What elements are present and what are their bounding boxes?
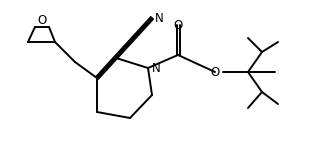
- Text: N: N: [155, 12, 163, 25]
- Text: N: N: [152, 62, 160, 74]
- Text: O: O: [37, 13, 46, 26]
- Text: O: O: [210, 66, 220, 78]
- Text: O: O: [173, 18, 183, 32]
